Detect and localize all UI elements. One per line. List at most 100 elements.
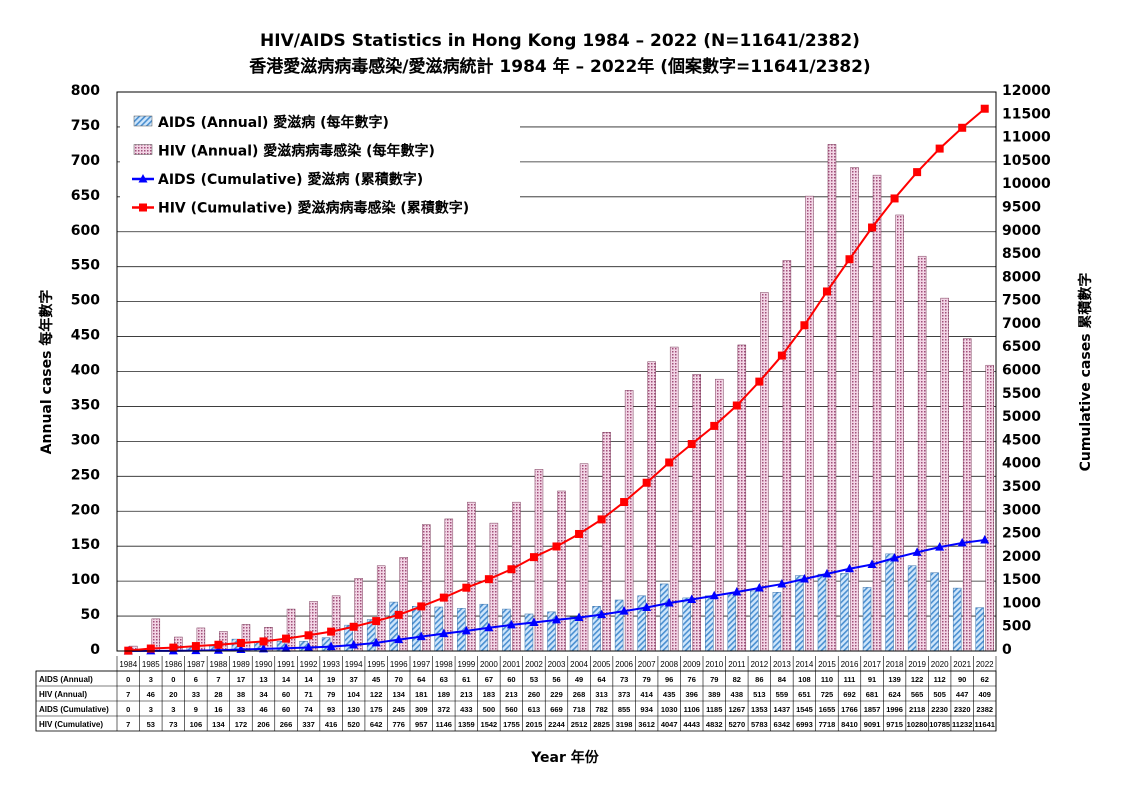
table-cell: 112 [934, 675, 946, 684]
point-aids-cumulative [754, 582, 764, 592]
point-hiv-cumulative [642, 478, 651, 487]
table-cell: 111 [844, 675, 856, 684]
point-hiv-cumulative [935, 144, 944, 153]
point-hiv-cumulative [169, 643, 178, 652]
table-cell: 17 [237, 675, 245, 684]
table-row-header: HIV (Annual) [39, 690, 87, 699]
table-cell: 692 [843, 690, 856, 699]
table-cell: 266 [280, 720, 293, 729]
table-cell: 1545 [796, 705, 813, 714]
y-tick-left: 700 [71, 153, 100, 169]
table-cell: 313 [595, 690, 608, 699]
y-tick-right: 6500 [1002, 339, 1041, 355]
table-cell: 4443 [683, 720, 700, 729]
bar-hiv-annual-1998 [444, 518, 454, 652]
table-cell: 433 [460, 705, 473, 714]
bar-hiv-annual-2017 [872, 174, 882, 652]
bar-aids-annual-2011 [727, 593, 737, 652]
table-cell: 416 [325, 720, 338, 729]
y-tick-left: 50 [81, 607, 101, 623]
point-hiv-cumulative [259, 637, 268, 646]
y-tick-left: 450 [71, 328, 100, 344]
bar-aids-annual-2002 [524, 613, 534, 652]
table-cell: 70 [395, 675, 403, 684]
point-aids-cumulative [574, 612, 584, 622]
point-aids-cumulative [349, 639, 359, 649]
bar-aids-annual-1996 [389, 601, 398, 652]
x-tick-label: 2016 [841, 660, 859, 669]
bar-aids-annual-2012 [750, 590, 759, 652]
table-cell: 559 [776, 690, 789, 699]
table-cell: 245 [392, 705, 405, 714]
table-cell: 776 [392, 720, 405, 729]
table-cell: 11232 [952, 720, 972, 729]
bar-aids-annual-2018 [885, 553, 894, 652]
point-hiv-cumulative [529, 553, 538, 562]
bar-aids-annual-1997 [412, 606, 421, 652]
legend-swatch [133, 144, 153, 155]
y-axis-left-label: Annual cases 每年數字 [38, 290, 55, 455]
table-cell: 122 [370, 690, 383, 699]
table-cell: 725 [821, 690, 834, 699]
table-cell: 9715 [886, 720, 903, 729]
table-cell: 1359 [458, 720, 475, 729]
y-axis-right-label: Cumulative cases 累積數字 [1077, 273, 1094, 472]
table-cell: 624 [888, 690, 901, 699]
y-tick-right: 1500 [1002, 572, 1041, 588]
y-tick-right: 2500 [1002, 526, 1041, 542]
y-tick-left: 600 [71, 223, 100, 239]
table-cell: 1185 [706, 705, 722, 714]
bar-hiv-annual-2003 [557, 490, 566, 652]
table-cell: 61 [462, 675, 470, 684]
x-tick-label: 2000 [480, 660, 498, 669]
table-cell: 64 [597, 675, 606, 684]
point-aids-cumulative [799, 574, 809, 583]
table-cell: 268 [573, 690, 586, 699]
table-cell: 110 [821, 675, 833, 684]
x-tick-label: 1993 [322, 660, 340, 669]
point-hiv-cumulative [822, 287, 831, 296]
x-tick-label: 2005 [593, 660, 611, 669]
bar-aids-annual-2007 [637, 595, 646, 652]
bar-aids-annual-2001 [502, 608, 511, 652]
bar-aids-annual-2019 [907, 565, 917, 652]
point-hiv-cumulative [349, 622, 358, 631]
table-cell: 16 [214, 705, 222, 714]
table-cell: 3 [149, 705, 153, 714]
y-tick-right: 9500 [1002, 199, 1041, 215]
table-cell: 4832 [706, 720, 723, 729]
table-cell: 79 [710, 675, 718, 684]
table-cell: 7 [126, 690, 130, 699]
bar-hiv-annual-2011 [737, 344, 747, 652]
table-cell: 134 [212, 720, 225, 729]
bar-hiv-annual-2020 [940, 297, 949, 652]
table-cell: 3 [171, 705, 175, 714]
x-tick-label: 2003 [548, 660, 566, 669]
y-tick-right: 500 [1002, 619, 1031, 635]
point-hiv-cumulative [394, 610, 403, 619]
point-aids-cumulative [867, 559, 877, 568]
table-cell: 91 [868, 675, 876, 684]
x-tick-label: 2009 [683, 660, 701, 669]
legend-label: HIV (Annual) 愛滋病病毒感染 (每年數字) [158, 143, 435, 160]
table-cell: 64 [417, 675, 426, 684]
table-cell: 2825 [593, 720, 610, 729]
table-cell: 8410 [841, 720, 858, 729]
chart-subtitle: 香港愛滋病病毒感染/愛滋病統計 1984 年 – 2022年 (個案數字=116… [249, 56, 870, 77]
table-cell: 11641 [975, 720, 995, 729]
bar-hiv-annual-2001 [512, 501, 521, 652]
y-tick-right: 8000 [1002, 269, 1041, 285]
table-cell: 0 [126, 705, 130, 714]
table-cell: 389 [708, 690, 721, 699]
point-aids-cumulative [935, 542, 945, 551]
point-hiv-cumulative [552, 542, 561, 551]
bar-hiv-annual-2009 [692, 374, 701, 652]
table-cell: 372 [438, 705, 451, 714]
bar-hiv-annual-1995 [376, 565, 386, 652]
x-tick-label: 2002 [525, 660, 543, 669]
table-cell: 62 [981, 675, 989, 684]
x-tick-label: 1991 [277, 660, 295, 669]
bar-aids-annual-2005 [592, 606, 601, 652]
table-cell: 6993 [796, 720, 813, 729]
